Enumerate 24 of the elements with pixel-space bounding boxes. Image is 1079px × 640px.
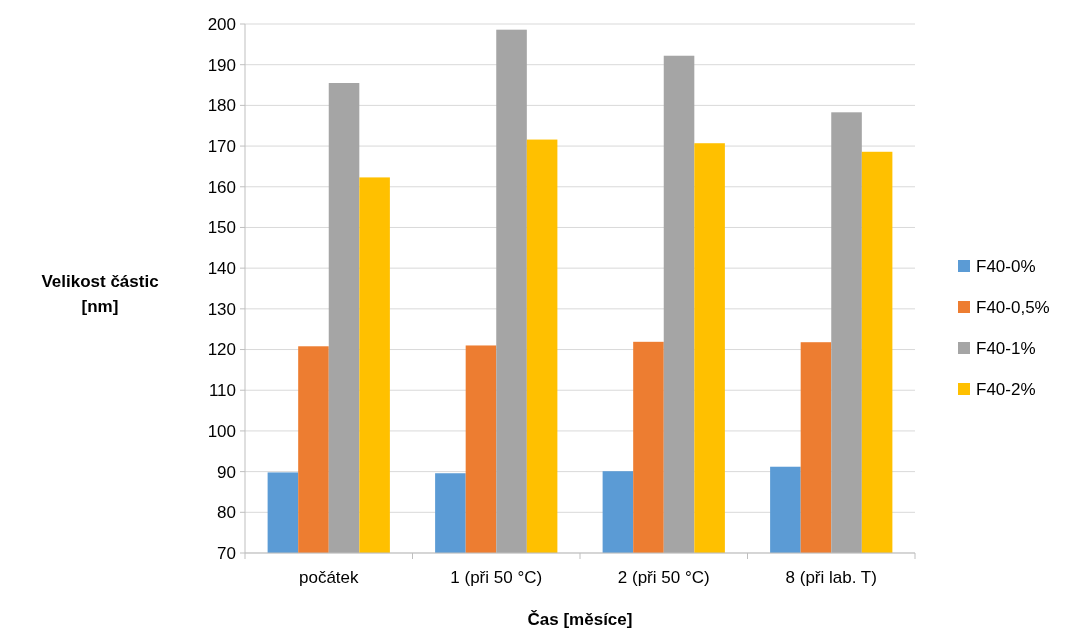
y-tick-label: 160 xyxy=(207,177,236,197)
y-tick-label: 150 xyxy=(207,218,236,238)
y-tick-label: 130 xyxy=(207,299,236,319)
y-tick-label: 100 xyxy=(207,421,236,441)
legend-label: F40-0% xyxy=(976,256,1036,276)
y-tick-label: 70 xyxy=(217,543,236,563)
legend-label: F40-1% xyxy=(976,338,1036,358)
x-tick-label: 2 (při 50 °C) xyxy=(617,568,710,587)
y-tick-label: 140 xyxy=(207,259,236,279)
x-tick-label: počátek xyxy=(298,568,360,587)
y-tick-label: 80 xyxy=(217,503,236,523)
y-tick-label: 170 xyxy=(207,137,236,157)
y-tick-label: 180 xyxy=(207,96,236,116)
y-tick-label: 190 xyxy=(207,55,236,75)
legend-label: F40-0,5% xyxy=(976,297,1050,317)
x-axis-title: Čas [měsíce] xyxy=(527,610,633,629)
y-tick-label: 200 xyxy=(207,14,236,34)
legend-label: F40-2% xyxy=(976,379,1036,399)
y-tick-label: 90 xyxy=(217,462,236,482)
y-tick-label: 110 xyxy=(208,381,236,401)
x-tick-label: 1 (při 50 °C) xyxy=(450,568,543,587)
x-tick-label: 8 (při lab. T) xyxy=(785,568,877,587)
y-tick-label: 120 xyxy=(207,340,236,360)
y-axis-title: Velikost částic [nm] xyxy=(41,271,159,316)
